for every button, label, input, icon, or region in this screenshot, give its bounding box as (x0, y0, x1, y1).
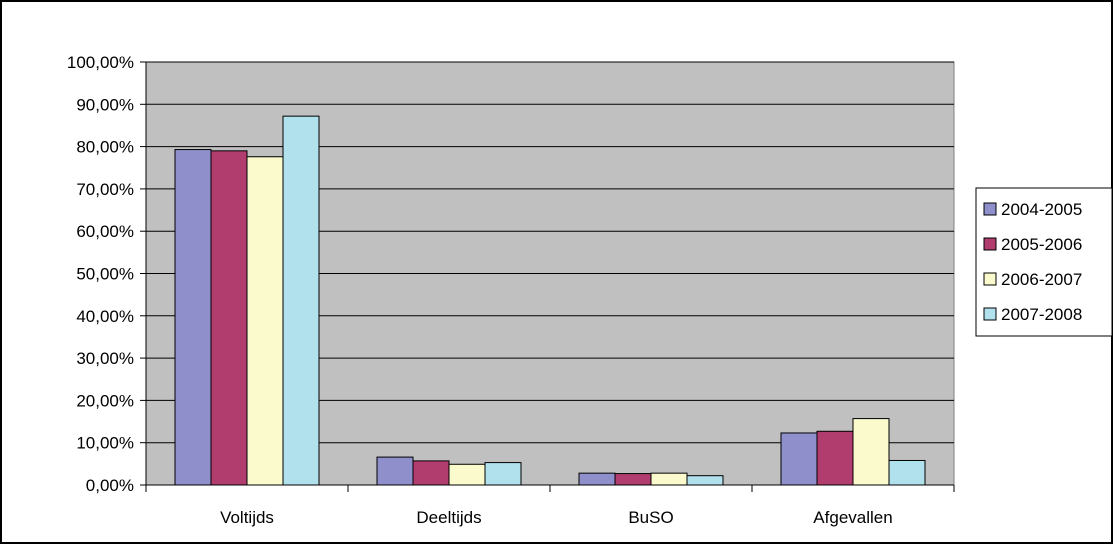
y-tick-label: 90,00% (76, 95, 134, 114)
bar-2005-2006-BuSO (614, 473, 652, 486)
legend-label: 2005-2006 (1001, 235, 1082, 254)
bar-2005-2006-Voltijds (210, 150, 248, 486)
y-axis-tick-labels: 0,00% 10,00% 20,00% 30,00% 40,00% 50,00% 60,00… (67, 53, 134, 495)
bar-2007-2008-Deeltijds (484, 462, 522, 486)
y-tick-label: 30,00% (76, 349, 134, 368)
y-tick-label: 60,00% (76, 222, 134, 241)
bar-2005-2006-Deeltijds (412, 460, 450, 486)
bar-2006-2007-Voltijds (246, 156, 284, 486)
x-tick-label: Voltijds (220, 508, 274, 527)
y-tick-label: 50,00% (76, 265, 134, 284)
bar-2006-2007-Afgevallen (852, 418, 890, 486)
bar-2005-2006-Afgevallen (816, 430, 854, 486)
bar-2007-2008-Voltijds (282, 115, 320, 486)
legend-swatch-2007-2008 (983, 307, 997, 321)
x-tick-label: Deeltijds (416, 508, 481, 527)
legend-label: 2007-2008 (1001, 305, 1082, 324)
x-axis-tick-labels: Voltijds Deeltijds BuSO Afgevallen (220, 508, 893, 527)
y-tick-label: 40,00% (76, 307, 134, 326)
x-tick-label: Afgevallen (813, 508, 892, 527)
bar-2004-2005-Afgevallen (780, 432, 818, 486)
y-tick-label: 100,00% (67, 53, 134, 72)
legend: 2004-2005 2005-2006 2006-2007 2007-2008 (975, 187, 1113, 337)
bar-2004-2005-Deeltijds (376, 456, 414, 486)
legend-label: 2006-2007 (1001, 270, 1082, 289)
legend-swatch-2006-2007 (983, 272, 997, 286)
bar-2004-2005-BuSO (578, 472, 616, 486)
y-tick-label: 0,00% (86, 476, 134, 495)
legend-box (975, 187, 1113, 337)
axes (140, 61, 955, 492)
legend-swatch-2004-2005 (983, 202, 997, 216)
x-tick-label: BuSO (628, 508, 673, 527)
y-tick-label: 20,00% (76, 391, 134, 410)
y-tick-label: 10,00% (76, 434, 134, 453)
legend-label: 2004-2005 (1001, 200, 1082, 219)
bar-2007-2008-Afgevallen (888, 459, 926, 486)
bar-2006-2007-Deeltijds (448, 463, 486, 486)
bar-2004-2005-Voltijds (174, 149, 212, 486)
y-tick-label: 80,00% (76, 138, 134, 157)
bar-2006-2007-BuSO (650, 472, 688, 486)
bar-2007-2008-BuSO (686, 475, 724, 486)
y-tick-label: 70,00% (76, 180, 134, 199)
legend-swatch-2005-2006 (983, 237, 997, 251)
